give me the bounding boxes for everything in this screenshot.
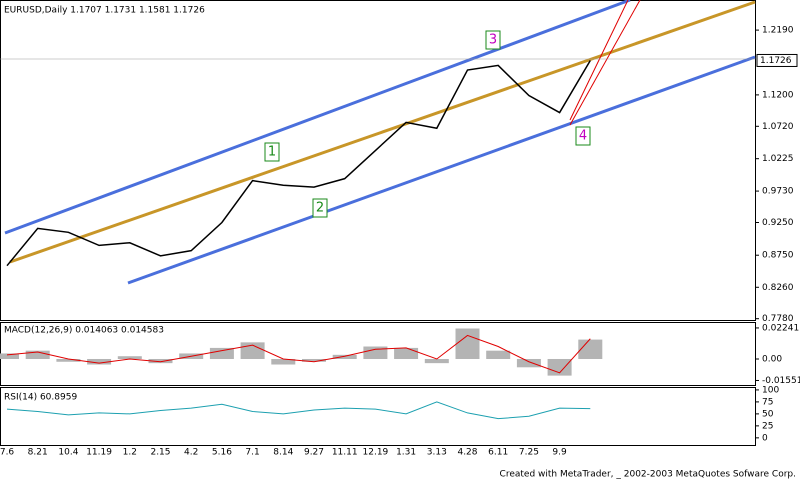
rsi-title: RSI(14) 60.8959 [4, 393, 77, 403]
x-tick-label: 1.31 [396, 448, 416, 458]
macd-bar [271, 358, 296, 365]
lower-channel [127, 55, 756, 285]
current-price-label: 1.1726 [760, 56, 792, 66]
y-tick-label: 0.8750 [762, 251, 794, 261]
y-tick-label: 1.1200 [762, 90, 794, 100]
macd-bar [302, 358, 326, 362]
macd-bar [117, 356, 142, 359]
x-tick-label: 4.28 [457, 448, 477, 458]
macd-bar [486, 350, 511, 359]
macd-bar [56, 358, 81, 362]
x-tick-label: 11.19 [86, 448, 112, 458]
macd-bar [209, 347, 234, 359]
y-tick-label: 50 [762, 409, 774, 419]
x-tick-label: 6.11 [488, 448, 508, 458]
y-tick-label: 0 [762, 433, 768, 443]
x-tick-label: 5.16 [212, 448, 232, 458]
x-tick-label: 11.11 [332, 448, 358, 458]
macd-bar [547, 358, 572, 376]
upper-channel [4, 0, 631, 235]
x-tick-label: 1.2 [123, 448, 137, 458]
wave-label: 2 [316, 201, 324, 216]
wave-label: 1 [268, 145, 276, 160]
x-tick-label: 8.21 [28, 448, 48, 458]
x-tick-label: 12.19 [363, 448, 389, 458]
y-tick-label: 0.7780 [762, 314, 794, 324]
price-line [6, 401, 591, 420]
main-panel [0, 0, 756, 321]
macd-bar [148, 358, 173, 364]
macd-bar [363, 346, 388, 359]
signal-line [6, 334, 591, 374]
x-tick-label: 3.13 [427, 448, 447, 458]
y-tick-label: 0.00 [762, 354, 782, 364]
wave-label: 3 [489, 33, 497, 48]
wave-box [575, 126, 591, 146]
wave-box [485, 30, 501, 50]
macd-title: MACD(12,26,9) 0.014063 0.014583 [4, 326, 164, 336]
macd-bar [424, 358, 449, 364]
y-tick-label: 0.9250 [762, 218, 794, 228]
x-tick-label: 9.9 [552, 448, 567, 458]
macd-bar [516, 358, 541, 368]
x-tick-label: 8.14 [273, 448, 293, 458]
y-tick-label: 1.0225 [762, 154, 794, 164]
wave-box [264, 142, 280, 162]
red-line [569, 0, 641, 126]
macd-bar [578, 339, 603, 359]
y-tick-label: 0.02241 [762, 323, 799, 333]
y-tick-label: 100 [762, 385, 779, 395]
macd-bar [87, 358, 112, 365]
x-tick-label: 7.25 [519, 448, 539, 458]
x-tick-label: 4.2 [184, 448, 198, 458]
macd-bar [0, 353, 19, 359]
y-tick-label: 25 [762, 421, 773, 431]
price-line [6, 60, 591, 267]
macd-bar [25, 350, 50, 359]
macd-bar [332, 354, 357, 359]
y-tick-label: 75 [762, 397, 773, 407]
rsi-panel [0, 387, 756, 446]
footer: Created with MetaTrader, _ 2002-2003 Met… [500, 470, 796, 480]
y-tick-label: 1.0720 [762, 122, 794, 132]
y-tick-label: 0.9730 [762, 187, 794, 197]
x-tick-label: 2.15 [150, 448, 170, 458]
x-tick-label: 10.4 [58, 448, 78, 458]
macd-bar [394, 347, 419, 359]
x-tick-label: 9.27 [304, 448, 324, 458]
red-line [569, 0, 629, 121]
wave-box [312, 198, 328, 218]
x-tick-label: 7.1 [245, 448, 259, 458]
macd-bar [455, 328, 480, 359]
current-price-box [756, 53, 798, 67]
main-title: EURUSD,Daily 1.1707 1.1731 1.1581 1.1726 [4, 6, 205, 16]
channel-lines [4, 0, 756, 285]
y-tick-label: 0.8260 [762, 283, 794, 293]
y-tick-label: -0.01551 [762, 376, 800, 386]
mid-channel [9, 0, 756, 264]
x-tick-label: 7.6 [0, 448, 14, 458]
wave-label: 4 [579, 129, 587, 144]
y-tick-label: 1.2190 [762, 26, 794, 36]
